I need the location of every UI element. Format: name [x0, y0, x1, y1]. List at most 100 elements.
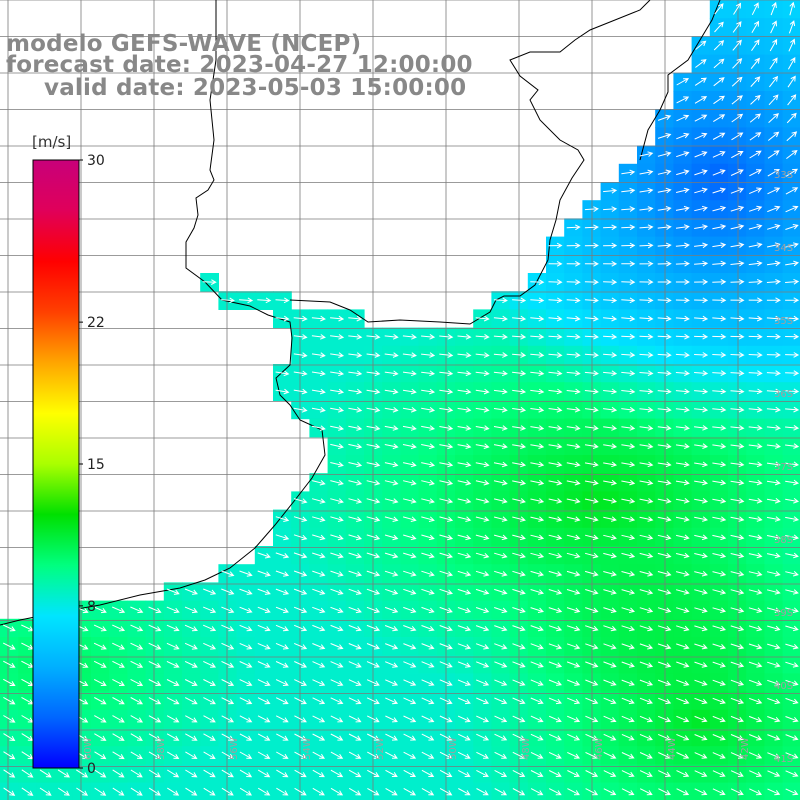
- wind-arrow: [275, 642, 289, 650]
- wind-arrow: [732, 39, 742, 51]
- wind-arrow: [749, 187, 763, 195]
- wind-arrow: [275, 516, 290, 522]
- wind-arrow: [785, 315, 800, 322]
- wind-arrow: [475, 516, 490, 522]
- wind-arrow: [384, 606, 399, 614]
- wind-arrow: [621, 260, 636, 267]
- wind-arrow: [712, 770, 726, 777]
- wind-arrow: [366, 388, 381, 395]
- wind-arrow: [275, 552, 290, 559]
- wind-arrow: [239, 297, 254, 304]
- wind-arrow: [767, 661, 781, 668]
- speed-cell: [746, 182, 765, 201]
- wind-arrow: [749, 752, 763, 759]
- wind-arrow: [785, 734, 799, 741]
- wind-arrow: [566, 479, 581, 486]
- wind-arrow: [730, 661, 745, 668]
- wind-arrow: [457, 333, 472, 340]
- wind-arrow: [639, 260, 654, 267]
- wind-arrow: [730, 224, 745, 230]
- wind-arrow: [311, 388, 326, 395]
- wind-arrow: [585, 589, 599, 595]
- wind-arrow: [548, 589, 563, 595]
- wind-arrow: [512, 643, 526, 650]
- wind-arrow: [512, 315, 527, 322]
- wind-arrow: [348, 624, 362, 632]
- wind-arrow: [130, 624, 144, 632]
- wind-arrow: [311, 407, 326, 413]
- wind-arrow: [330, 606, 344, 614]
- lon-label: 48W: [521, 737, 532, 760]
- wind-arrow: [675, 552, 690, 559]
- wind-arrow: [548, 661, 563, 668]
- wind-arrow: [766, 443, 781, 449]
- wind-arrow: [221, 679, 235, 686]
- wind-arrow: [312, 661, 326, 668]
- wind-arrow: [221, 570, 235, 577]
- wind-arrow: [785, 443, 800, 449]
- wind-arrow: [712, 752, 726, 759]
- wind-arrow: [712, 297, 727, 304]
- speed-cell: [764, 163, 784, 183]
- wind-arrow: [512, 406, 527, 413]
- wind-arrow: [421, 388, 436, 395]
- speed-cell: [746, 0, 765, 19]
- wind-arrow: [184, 642, 198, 650]
- speed-cell: [673, 145, 693, 165]
- wind-arrow: [239, 679, 253, 686]
- wind-arrow: [694, 752, 708, 759]
- wind-arrow: [767, 224, 781, 230]
- wind-arrow: [311, 480, 326, 486]
- wind-arrow: [457, 625, 472, 632]
- wind-arrow: [384, 534, 399, 541]
- wind-arrow: [348, 516, 363, 522]
- wind-arrow: [584, 370, 599, 377]
- title-forecast-date: forecast date: 2023-04-27 12:00:00: [6, 52, 473, 78]
- wind-arrow: [348, 769, 362, 778]
- wind-arrow: [639, 552, 654, 559]
- wind-arrow: [293, 516, 308, 522]
- wind-arrow: [457, 607, 472, 614]
- wind-arrow: [676, 733, 690, 741]
- wind-arrow: [603, 370, 618, 377]
- wind-arrow: [748, 424, 763, 431]
- wind-arrow: [403, 552, 417, 559]
- wind-arrow: [239, 769, 253, 778]
- wind-arrow: [457, 407, 472, 413]
- wind-arrow: [494, 751, 508, 759]
- wind-arrow: [512, 516, 526, 522]
- wind-arrow: [548, 479, 563, 486]
- wind-arrow: [584, 297, 599, 304]
- lat-label: 38S: [774, 535, 793, 546]
- wind-arrow: [402, 516, 417, 522]
- wind-arrow: [785, 770, 799, 777]
- wind-arrow: [548, 697, 562, 705]
- wind-arrow: [621, 733, 635, 741]
- wind-arrow: [293, 334, 308, 340]
- wind-arrow: [766, 589, 781, 595]
- wind-arrow: [584, 516, 599, 522]
- wind-arrow: [366, 425, 381, 431]
- wind-arrow: [621, 679, 635, 686]
- wind-arrow: [603, 388, 618, 395]
- wind-arrow: [293, 315, 308, 322]
- wind-arrow: [584, 315, 599, 322]
- wind-arrow: [476, 715, 490, 723]
- wind-arrow: [384, 588, 399, 595]
- wind-arrow: [94, 769, 107, 778]
- wind-arrow: [770, 1, 777, 16]
- wind-arrow: [730, 333, 745, 340]
- wind-arrow: [221, 787, 234, 796]
- wind-arrow: [330, 443, 344, 450]
- wind-arrow: [675, 516, 690, 522]
- wind-arrow: [730, 406, 745, 413]
- wind-arrow: [639, 643, 654, 650]
- wind-arrow: [294, 769, 307, 778]
- wind-arrow: [658, 788, 671, 796]
- wind-arrow: [584, 461, 599, 468]
- wind-arrow: [275, 315, 290, 322]
- wind-arrow: [749, 132, 762, 141]
- wind-arrow: [657, 260, 672, 267]
- wind-arrow: [695, 40, 707, 50]
- wind-arrow: [585, 679, 599, 686]
